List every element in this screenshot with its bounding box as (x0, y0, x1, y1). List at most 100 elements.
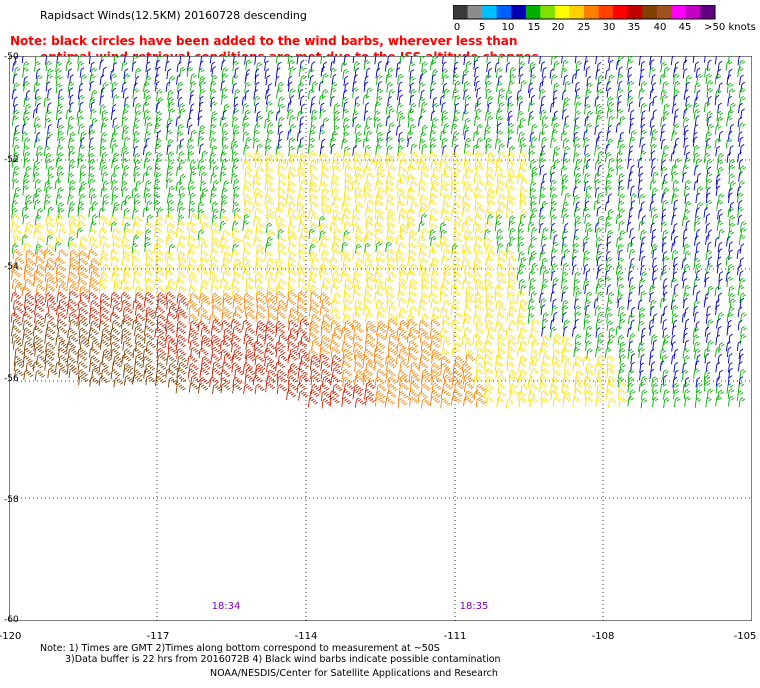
wind-barb (35, 283, 46, 294)
wind-barb (739, 353, 744, 364)
wind-barb (77, 206, 84, 217)
wind-barb (705, 172, 713, 183)
wind-barb (32, 166, 40, 177)
wind-barb (223, 334, 234, 346)
wind-barb (342, 255, 352, 266)
wind-barb (124, 96, 129, 107)
wind-barb (518, 263, 525, 274)
wind-barb (285, 194, 295, 205)
wind-barb (11, 325, 22, 337)
wind-barb (651, 213, 659, 225)
wind-barb (23, 96, 30, 107)
wind-barb (68, 334, 79, 346)
wind-barb (300, 354, 311, 365)
wind-barb (517, 222, 525, 233)
wind-barb (714, 56, 718, 65)
wind-barb (190, 346, 201, 358)
wind-barb (682, 172, 687, 183)
wind-barb (134, 354, 145, 365)
wind-barb (177, 201, 184, 212)
wind-barb (298, 242, 307, 254)
wind-barb (639, 250, 644, 261)
wind-barb (538, 157, 546, 169)
wind-barb (661, 179, 668, 190)
wind-barb (343, 298, 353, 309)
wind-barb (189, 94, 194, 105)
wind-barb (319, 222, 328, 233)
wind-barb (516, 95, 524, 106)
wind-barb (616, 270, 624, 281)
wind-barb (630, 193, 637, 204)
wind-barb (616, 73, 624, 84)
wind-barb (387, 209, 396, 220)
wind-barb (89, 320, 101, 331)
wind-barb (418, 298, 427, 310)
wind-barb (407, 164, 416, 175)
wind-barb (551, 129, 558, 140)
wind-barb (398, 208, 408, 219)
wind-barb (552, 151, 559, 162)
wind-barb (440, 348, 450, 360)
wind-barb (386, 298, 395, 310)
wind-barb (595, 136, 601, 147)
wind-barb (79, 339, 90, 351)
wind-barb (618, 173, 625, 184)
wind-barb (484, 278, 493, 289)
wind-barb (166, 193, 174, 204)
wind-barb (639, 229, 647, 240)
wind-barb (264, 60, 269, 71)
wind-barb (265, 166, 274, 177)
wind-barb (717, 241, 723, 253)
wind-barb (617, 200, 625, 211)
wind-barb (617, 283, 625, 295)
wind-barb (34, 123, 41, 134)
wind-barb (728, 159, 736, 170)
wind-barb (462, 368, 473, 379)
wind-barb (420, 383, 431, 394)
wind-barb (123, 362, 134, 374)
legend-swatch (453, 5, 469, 19)
wind-barb (363, 348, 374, 360)
wind-barb (571, 326, 577, 337)
wind-barb (307, 143, 315, 155)
wind-barb (244, 152, 253, 163)
wind-barb (45, 185, 52, 196)
wind-barb (451, 136, 459, 148)
wind-barb (44, 262, 55, 274)
wind-barb (376, 383, 387, 395)
wind-barb (343, 304, 352, 316)
wind-barb (287, 56, 294, 64)
wind-barb (474, 159, 483, 170)
wind-barb (651, 243, 658, 255)
wind-barb (398, 94, 404, 105)
wind-barb (650, 236, 656, 247)
wind-barb (255, 221, 264, 233)
wind-barb (408, 61, 416, 73)
wind-barb (704, 66, 711, 78)
wind-barb (266, 122, 274, 133)
wind-barb (145, 263, 155, 274)
wind-barb (198, 347, 209, 359)
wind-barb (43, 199, 51, 210)
wind-barb (78, 271, 89, 282)
wind-barb (725, 137, 733, 149)
wind-barb (200, 326, 211, 337)
wind-barb (242, 122, 250, 133)
wind-barb (692, 132, 698, 143)
wind-barb (717, 60, 723, 72)
lon-label: -117 (146, 631, 170, 642)
wind-barb (188, 304, 199, 315)
wind-barb (79, 67, 85, 78)
wind-barb (176, 334, 187, 345)
wind-barb (542, 269, 550, 281)
wind-barb (25, 222, 34, 233)
wind-barb (374, 56, 378, 65)
wind-barb (374, 101, 381, 113)
wind-barb (121, 186, 129, 198)
wind-barb (483, 388, 492, 399)
wind-barb (113, 278, 122, 289)
wind-barb (366, 157, 375, 169)
wind-barb (516, 124, 524, 135)
wind-barb (409, 94, 415, 106)
wind-barb (222, 292, 233, 304)
